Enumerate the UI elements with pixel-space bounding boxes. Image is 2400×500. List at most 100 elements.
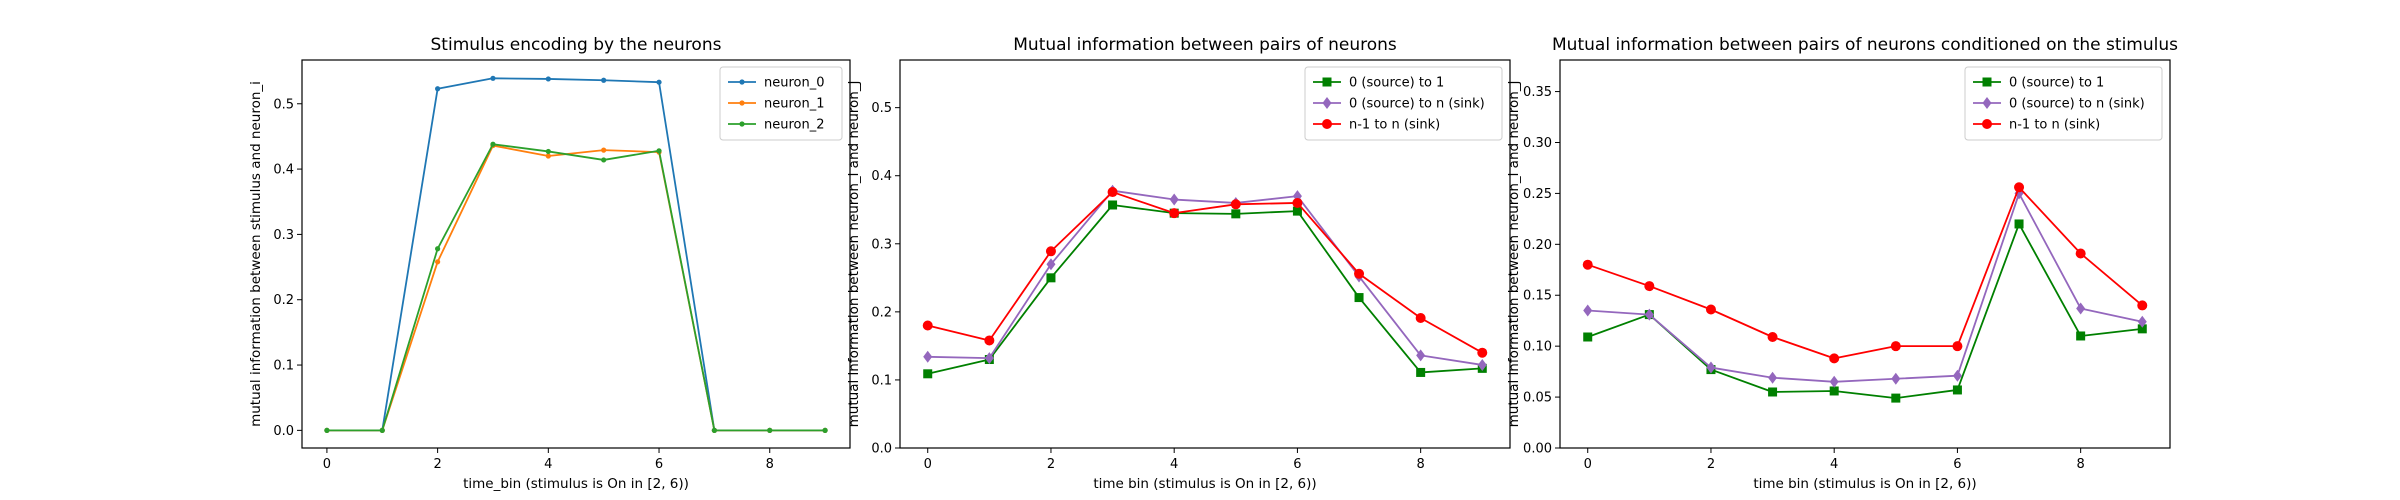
y-axis-label: mutual information between stimulus and … (248, 81, 264, 427)
data-point (1231, 209, 1241, 219)
x-tick-label: 0 (924, 457, 932, 472)
data-point (1046, 258, 1056, 271)
data-point (2076, 331, 2086, 341)
data-point (1322, 119, 1332, 129)
data-point (1982, 77, 1992, 87)
legend-label: neuron_2 (764, 118, 825, 133)
legend: 0 (source) to 1 0 (source) to n (sink) n-1… (1304, 66, 1503, 141)
legend-label: 0 (source) to n (sink) (2009, 97, 2145, 112)
y-tick-label: 0.25 (1523, 187, 1552, 202)
data-point (490, 141, 496, 147)
data-point (822, 427, 828, 433)
y-tick-label: 0.3 (273, 228, 294, 243)
legend-label: 0 (source) to n (sink) (1349, 97, 1485, 112)
data-point (1583, 304, 1593, 317)
data-point (767, 427, 773, 433)
data-point (1292, 206, 1302, 216)
data-point (1829, 375, 1839, 388)
series-line (326, 143, 826, 432)
series-line (1587, 186, 2143, 360)
data-point (1354, 293, 1364, 303)
x-tick-label: 6 (1953, 457, 1961, 472)
data-point (1322, 77, 1332, 87)
y-tick-label: 0.0 (871, 442, 892, 457)
y-tick-label: 0.00 (1523, 442, 1552, 457)
x-tick-label: 0 (323, 457, 331, 472)
plot-area-frame (1559, 59, 2171, 449)
series-line (1587, 223, 2143, 400)
legend-box (1304, 66, 1503, 141)
data-point (545, 153, 551, 159)
data-point (545, 148, 551, 155)
x-tick-label: 6 (1293, 457, 1301, 472)
data-point (1891, 393, 1901, 403)
chart-title: Mutual information between pairs of neur… (1013, 35, 1397, 55)
legend-label: 0 (source) to 1 (1349, 76, 1444, 91)
data-point (379, 427, 385, 433)
data-point (1829, 386, 1839, 396)
chart-conditioned-mutual-information: Mutual information between pairs of neur… (1506, 35, 2178, 492)
data-point (1322, 97, 1332, 109)
data-point (2014, 182, 2025, 193)
series-line (927, 189, 1483, 366)
series-line (326, 144, 826, 432)
data-point (1169, 208, 1180, 219)
data-point (1829, 353, 1840, 364)
data-point (435, 259, 441, 265)
data-point (1952, 341, 1963, 352)
y-tick-label: 0.4 (273, 163, 294, 178)
data-point (1108, 200, 1118, 210)
y-tick-label: 0.0 (273, 424, 294, 439)
x-tick-label: 4 (544, 457, 552, 472)
series-line (927, 204, 1483, 375)
data-point (2075, 248, 2086, 259)
data-point (1768, 387, 1778, 397)
x-tick-label: 2 (433, 457, 441, 472)
data-point (2076, 302, 2086, 315)
y-tick-label: 0.30 (1523, 136, 1552, 151)
y-tick-label: 0.1 (871, 373, 892, 388)
data-point (1982, 97, 1992, 109)
y-tick-label: 0.15 (1523, 289, 1552, 304)
y-tick-label: 0.35 (1523, 85, 1552, 100)
x-tick-label: 8 (766, 457, 774, 472)
y-tick-label: 0.5 (871, 101, 892, 116)
x-tick-label: 4 (1830, 457, 1838, 472)
series-line (1587, 192, 2143, 383)
legend-label: n-1 to n (sink) (1349, 118, 1440, 133)
x-tick-label: 0 (1584, 457, 1592, 472)
data-point (984, 352, 994, 365)
data-point (545, 76, 551, 82)
data-point (1644, 281, 1655, 292)
data-point (1768, 371, 1778, 384)
data-point (2014, 219, 2024, 229)
legend-label: 0 (source) to 1 (2009, 76, 2104, 91)
x-axis-label: time bin (stimulus is On in [2, 6)) (1093, 476, 1316, 492)
data-point (1354, 268, 1365, 279)
data-point (2137, 324, 2147, 334)
data-point (435, 86, 441, 92)
data-point (1644, 308, 1654, 321)
x-tick-label: 4 (1170, 457, 1178, 472)
data-point (1706, 361, 1716, 374)
y-axis-label: mutual information between neuron_i and … (1506, 81, 1522, 428)
x-tick-label: 2 (1047, 457, 1055, 472)
data-point (984, 335, 995, 346)
y-tick-label: 0.5 (273, 97, 294, 112)
data-point (922, 320, 933, 331)
x-tick-label: 6 (655, 457, 663, 472)
data-point (1952, 385, 1962, 395)
series-line (927, 191, 1483, 354)
legend-label: n-1 to n (sink) (2009, 118, 2100, 133)
data-point (656, 79, 662, 85)
data-point (1107, 187, 1118, 198)
y-axis-label: mutual information between neuron_i and … (846, 81, 862, 428)
data-point (1767, 331, 1778, 342)
legend-label: neuron_0 (764, 76, 825, 91)
legend-box (1964, 66, 2163, 141)
y-tick-label: 0.2 (273, 293, 294, 308)
data-point (1415, 312, 1426, 323)
chart-stimulus-encoding: Stimulus encoding by the neurons time_bi… (248, 35, 851, 492)
data-point (1583, 332, 1593, 342)
chart-title: Mutual information between pairs of neur… (1552, 35, 2178, 55)
